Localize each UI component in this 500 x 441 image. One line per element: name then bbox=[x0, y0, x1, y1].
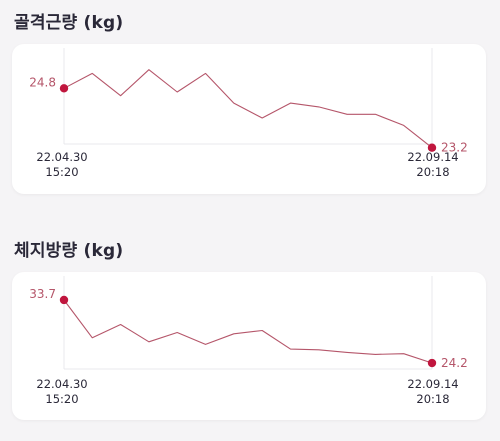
start-date: 22.04.30 bbox=[36, 377, 88, 391]
chart-end-datetime: 22.09.14 20:18 bbox=[398, 150, 468, 180]
data-point bbox=[289, 348, 292, 351]
data-point bbox=[91, 336, 94, 339]
chart-start-datetime: 22.04.30 15:20 bbox=[27, 377, 97, 407]
data-point bbox=[317, 105, 320, 108]
start-point bbox=[59, 295, 69, 305]
skeletal-muscle-line-chart: 24.8 23.2 bbox=[29, 48, 468, 155]
section-title-skeletal-muscle: 골격근량 (kg) bbox=[14, 13, 124, 33]
data-point bbox=[147, 68, 150, 71]
data-point bbox=[346, 351, 349, 354]
data-point bbox=[119, 94, 122, 97]
section-title-body-fat: 체지방량 (kg) bbox=[14, 241, 124, 261]
end-date: 22.09.14 bbox=[407, 150, 459, 164]
data-point bbox=[204, 343, 207, 346]
data-point bbox=[346, 113, 349, 116]
data-point bbox=[232, 102, 235, 105]
start-time: 15:20 bbox=[45, 165, 79, 179]
start-point bbox=[59, 84, 69, 93]
data-point bbox=[261, 117, 264, 120]
start-value-label: 33.7 bbox=[29, 287, 56, 301]
end-time: 20:18 bbox=[416, 392, 450, 406]
data-point bbox=[204, 72, 207, 75]
chart-start-datetime: 22.04.30 15:20 bbox=[27, 150, 97, 180]
end-point bbox=[427, 358, 437, 368]
start-value-label: 24.8 bbox=[29, 75, 56, 89]
end-value-label: 24.2 bbox=[441, 356, 468, 370]
body-fat-chart-card: 33.7 24.2 22.04.30 15:20 22.09.14 20:18 bbox=[12, 272, 486, 420]
data-point bbox=[402, 124, 405, 127]
data-point bbox=[91, 72, 94, 75]
data-point bbox=[119, 323, 122, 326]
data-point bbox=[374, 353, 377, 356]
series-line bbox=[63, 299, 433, 364]
data-point bbox=[317, 348, 320, 351]
end-date: 22.09.14 bbox=[407, 377, 459, 391]
data-point bbox=[261, 329, 264, 332]
end-point bbox=[427, 143, 437, 152]
start-date: 22.04.30 bbox=[36, 150, 88, 164]
start-time: 15:20 bbox=[45, 392, 79, 406]
end-value-label: 23.2 bbox=[441, 141, 468, 155]
body-fat-line-chart: 33.7 24.2 bbox=[29, 276, 468, 370]
data-point bbox=[147, 340, 150, 343]
data-point bbox=[232, 332, 235, 335]
data-point bbox=[176, 331, 179, 334]
data-point bbox=[402, 352, 405, 355]
data-point bbox=[176, 91, 179, 94]
data-point bbox=[289, 102, 292, 105]
series-line bbox=[63, 69, 433, 149]
skeletal-muscle-chart-card: 24.8 23.2 22.04.30 15:20 22.09.14 20:18 bbox=[12, 44, 486, 194]
end-time: 20:18 bbox=[416, 165, 450, 179]
data-point bbox=[374, 113, 377, 116]
chart-end-datetime: 22.09.14 20:18 bbox=[398, 377, 468, 407]
